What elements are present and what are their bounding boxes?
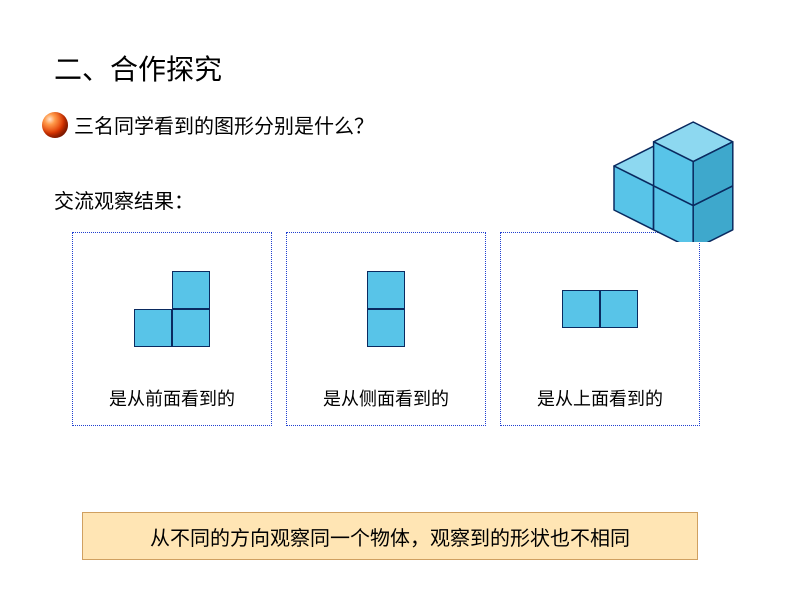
top-view-diagram xyxy=(562,233,638,385)
front-view-caption: 是从前面看到的 xyxy=(109,385,235,411)
front-view-diagram xyxy=(134,233,210,385)
conclusion-banner: 从不同的方向观察同一个物体，观察到的形状也不相同 xyxy=(82,512,698,560)
bullet-sphere-icon xyxy=(42,112,68,138)
side-view-caption: 是从侧面看到的 xyxy=(323,385,449,411)
section-title: 二、合作探究 xyxy=(0,0,794,88)
side-view-diagram xyxy=(367,233,405,385)
question-text: 三名同学看到的图形分别是什么？ xyxy=(74,110,374,139)
view-panel-side: 是从侧面看到的 xyxy=(286,232,486,426)
view-panel-top: 是从上面看到的 xyxy=(500,232,700,426)
view-panel-front: 是从前面看到的 xyxy=(72,232,272,426)
isometric-cube-diagram xyxy=(586,112,746,242)
views-row: 是从前面看到的 是从侧面看到的 是从上面看到的 xyxy=(72,232,794,426)
top-view-caption: 是从上面看到的 xyxy=(537,385,663,411)
